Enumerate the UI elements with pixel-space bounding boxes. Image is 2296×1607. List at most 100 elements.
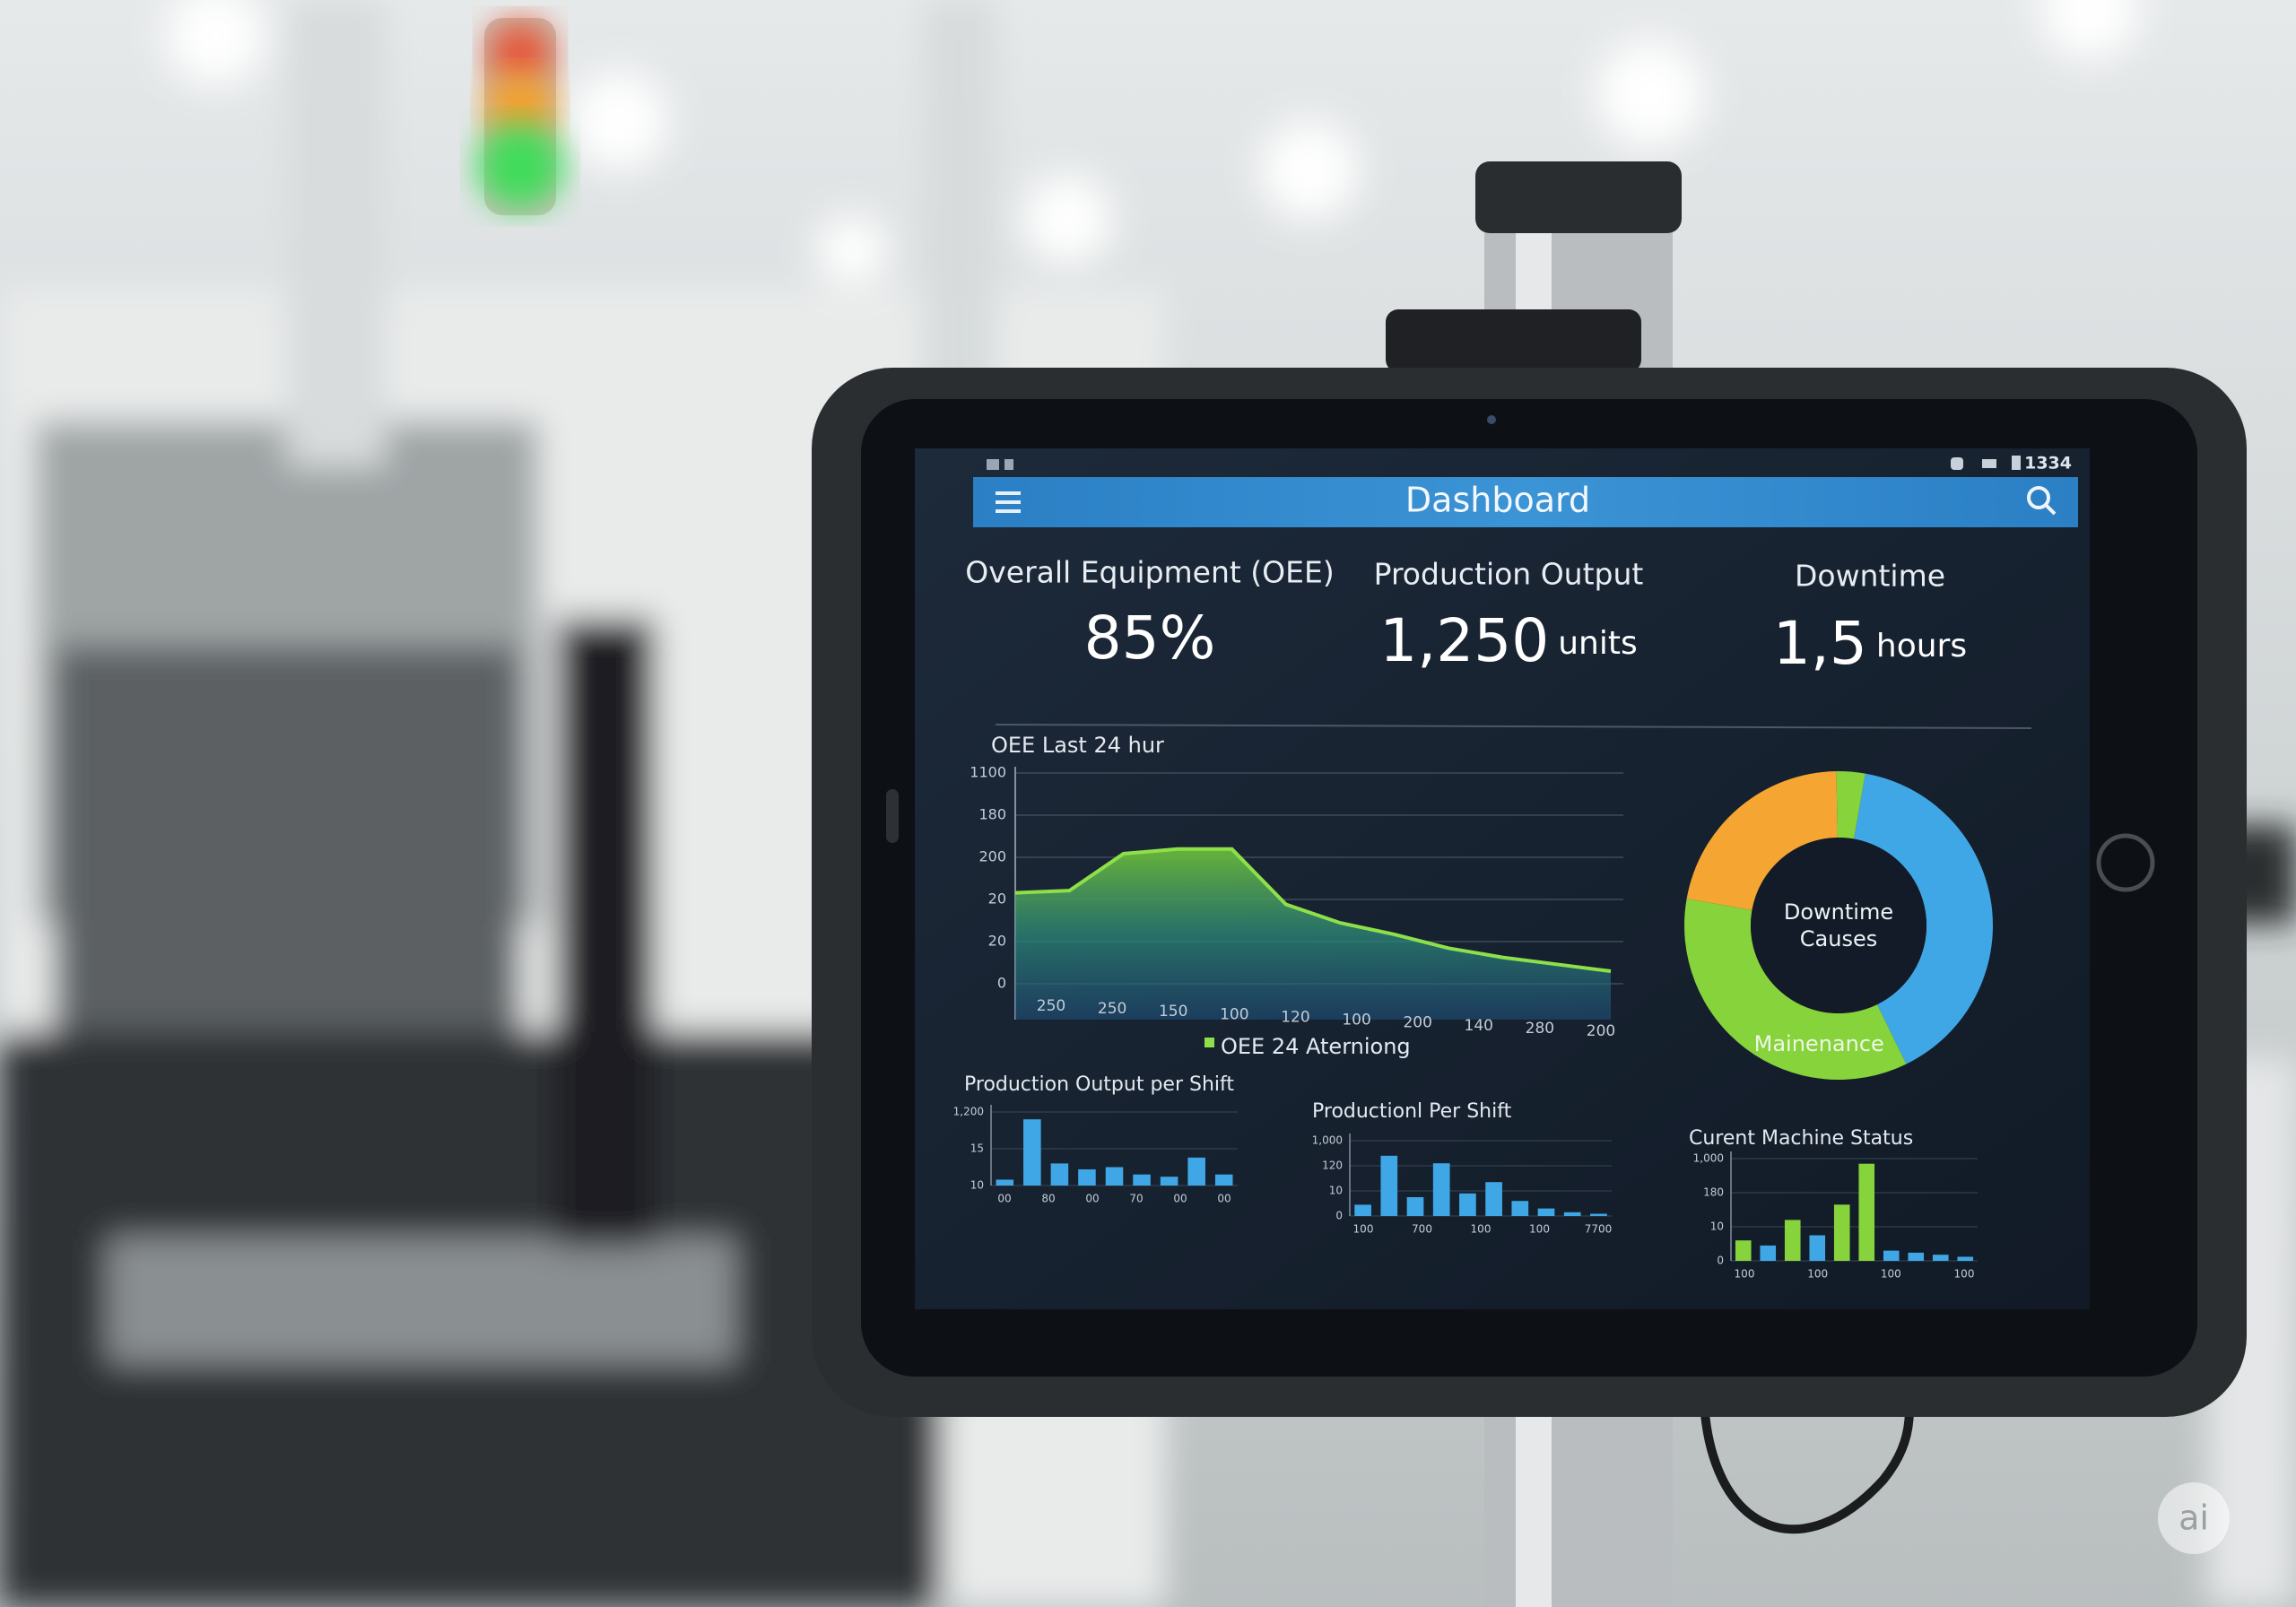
status-time: 1334 xyxy=(2024,454,2072,473)
y-tick-label: 180 xyxy=(1703,1186,1724,1199)
bar xyxy=(1432,1163,1450,1216)
stand-cap xyxy=(1475,161,1682,233)
kpi-value: 1,250 units xyxy=(1379,606,1637,675)
kpi-number: 1,5 xyxy=(1773,609,1867,678)
legend-swatch xyxy=(1205,1038,1214,1047)
donut-segment xyxy=(1684,899,1907,1081)
conveyor-rollers xyxy=(108,1238,735,1363)
mini-chart-title: Productionl Per Shift xyxy=(1312,1100,1512,1123)
bar xyxy=(1760,1245,1777,1261)
y-tick-label: 120 xyxy=(1322,1160,1343,1172)
light xyxy=(2040,0,2139,58)
camera xyxy=(1487,415,1496,424)
x-tick-label: 100 xyxy=(1353,1223,1374,1236)
x-tick-label: 00 xyxy=(1217,1193,1231,1205)
bar xyxy=(1380,1155,1398,1216)
kpi-value: 85% xyxy=(1084,604,1216,673)
side-port xyxy=(886,789,899,843)
menu-line xyxy=(996,509,1021,513)
x-tick-label: 140 xyxy=(1465,1017,1493,1035)
x-tick-label: 80 xyxy=(1041,1193,1055,1205)
light xyxy=(166,0,265,85)
y-tick-label: 10 xyxy=(1710,1220,1724,1233)
signal-tower xyxy=(477,18,563,215)
bar xyxy=(1214,1174,1233,1186)
light xyxy=(570,72,668,170)
y-tick-label: 15 xyxy=(970,1142,984,1155)
bar xyxy=(996,1179,1014,1186)
y-tick-label: 200 xyxy=(978,848,1006,865)
light xyxy=(1022,175,1112,265)
search-icon xyxy=(2027,486,2050,509)
x-tick-label: 100 xyxy=(1342,1012,1370,1029)
bar xyxy=(1459,1193,1476,1216)
kpi-label: Downtime xyxy=(1795,559,1945,594)
bar xyxy=(1735,1240,1752,1261)
donut-label: Mainenance xyxy=(1754,1031,1884,1056)
bar xyxy=(1105,1167,1124,1186)
menu-button[interactable] xyxy=(996,491,1021,513)
red-lamp xyxy=(486,20,554,88)
donut-title: Causes xyxy=(1800,926,1877,951)
x-tick-label: 00 xyxy=(997,1193,1011,1205)
x-tick-label: 700 xyxy=(1412,1223,1432,1236)
kpi-number: 85% xyxy=(1084,604,1216,673)
x-tick-label: 280 xyxy=(1526,1020,1554,1038)
menu-line xyxy=(996,500,1021,504)
x-tick-label: 00 xyxy=(1173,1193,1187,1205)
donut-segment xyxy=(1854,773,1994,1064)
y-tick-label: 1,000 xyxy=(1693,1152,1724,1165)
top-clamp xyxy=(1386,309,1641,372)
y-tick-label: 1,200 xyxy=(953,1106,984,1118)
battery-icon xyxy=(2012,456,2021,470)
menu-line xyxy=(996,491,1021,495)
status-icon xyxy=(1004,459,1013,470)
x-tick-label: 100 xyxy=(1807,1268,1828,1281)
status-icon xyxy=(1982,459,1996,468)
search-button[interactable] xyxy=(2027,486,2057,516)
x-tick-label: 00 xyxy=(1085,1193,1099,1205)
bar xyxy=(1187,1157,1205,1186)
y-tick-label: 0 xyxy=(1717,1255,1724,1267)
bar xyxy=(1908,1252,1925,1261)
y-tick-label: 1100 xyxy=(970,764,1006,781)
bar xyxy=(1406,1197,1424,1216)
x-tick-label: 100 xyxy=(1954,1268,1975,1281)
bar xyxy=(1932,1255,1949,1261)
mini-chart-title: Production Output per Shift xyxy=(964,1073,1234,1096)
bar xyxy=(1784,1220,1801,1261)
bar xyxy=(1078,1168,1096,1186)
light xyxy=(816,215,888,287)
ceiling-lights xyxy=(166,0,2139,287)
kpi-label: Production Output xyxy=(1374,557,1644,592)
x-tick-label: 150 xyxy=(1159,1003,1187,1021)
amber-lamp xyxy=(484,72,556,143)
bar xyxy=(1511,1201,1529,1216)
donut-segment xyxy=(1836,771,1866,839)
bar xyxy=(1537,1208,1555,1216)
bar xyxy=(1563,1212,1581,1216)
mini-chart-title: Curent Machine Status xyxy=(1689,1127,1913,1150)
x-tick-label: 100 xyxy=(1471,1223,1492,1236)
kpi-label: Overall Equipment (OEE) xyxy=(965,555,1334,590)
machine-handle xyxy=(556,619,655,1247)
divider xyxy=(995,724,2032,729)
status-icon xyxy=(1951,457,1963,470)
area xyxy=(1015,848,1611,1020)
home-button[interactable] xyxy=(2096,833,2155,892)
bar xyxy=(1160,1177,1178,1186)
y-tick-label: 180 xyxy=(978,806,1006,823)
bar xyxy=(1858,1163,1875,1261)
x-tick-label: 200 xyxy=(1403,1014,1431,1032)
y-tick-label: 0 xyxy=(997,975,1006,992)
donut-segment xyxy=(1686,771,1838,910)
kpi-number: 1,250 xyxy=(1379,606,1549,675)
y-tick-label: 20 xyxy=(988,890,1006,908)
bar xyxy=(1354,1204,1371,1216)
x-tick-label: 250 xyxy=(1037,997,1065,1015)
x-tick-label: 120 xyxy=(1281,1008,1309,1026)
green-lamp xyxy=(477,123,563,209)
chart-title: OEE Last 24 hur xyxy=(991,733,1164,758)
